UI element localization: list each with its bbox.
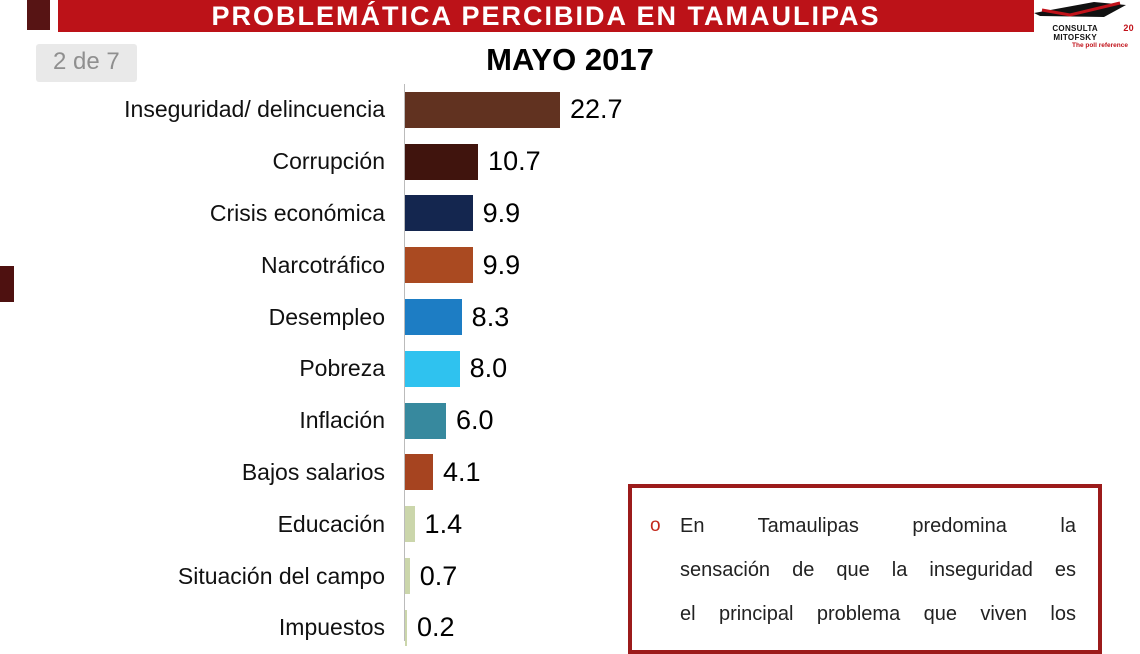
logo-brand: CONSULTA MITOFSKY	[1052, 24, 1099, 42]
value-label: 8.3	[471, 301, 510, 332]
chart-row: Inseguridad/ delincuencia 22.7	[0, 84, 1140, 136]
bar	[405, 91, 560, 128]
value-label: 9.9	[482, 197, 521, 228]
bar	[405, 247, 473, 284]
chart-row: Narcotráfico 9.9	[0, 239, 1140, 291]
chart-axis-line	[404, 84, 405, 641]
logo-tagline: The poll reference	[1072, 42, 1128, 49]
value-label: 1.4	[424, 508, 463, 539]
chart-row: Situación del campo 0.7	[0, 550, 1140, 602]
category-label: Desempleo	[268, 303, 385, 330]
category-label: Impuestos	[278, 614, 385, 641]
category-label: Narcotráfico	[261, 251, 385, 278]
bar	[405, 454, 433, 491]
logo-swoosh-icon	[1034, 1, 1126, 17]
bar	[405, 609, 407, 646]
bar	[405, 350, 460, 387]
category-label: Educación	[277, 510, 385, 537]
note-line: En Tamaulipas predomina la	[680, 515, 1076, 537]
note-line: sensación de que la inseguridad es	[680, 559, 1076, 581]
bar	[405, 402, 446, 439]
bar	[405, 506, 415, 543]
bar-area: 6.0	[405, 395, 494, 447]
chart-row: Educación 1.4	[0, 498, 1140, 550]
bar-area: 9.9	[405, 239, 520, 291]
chart-rows: Inseguridad/ delincuencia 22.7 Corrupción 1…	[0, 84, 1140, 654]
chart-title: MAYO 2017	[486, 42, 654, 77]
value-label: 0.2	[417, 612, 455, 643]
logo-badge: 20	[1123, 23, 1134, 33]
bar	[405, 299, 462, 336]
chart-row: Impuestos 0.2	[0, 602, 1140, 654]
bar-area: 8.3	[405, 291, 509, 343]
bar-area: 0.7	[405, 550, 457, 602]
chart-row: Bajos salarios 4.1	[0, 447, 1140, 499]
bar-area: 22.7	[405, 84, 623, 136]
bar	[405, 195, 473, 232]
value-label: 4.1	[442, 456, 481, 487]
slide-title: PROBLEMÁTICA PERCIBIDA EN TAMAULIPAS	[211, 0, 881, 31]
note-text: En Tamaulipas predomina la sensación de q…	[680, 504, 1076, 650]
mitofsky-logo: CONSULTA MITOFSKY 20 The poll reference	[1030, 1, 1134, 49]
chart-row: Desempleo 8.3	[0, 291, 1140, 343]
bar-area: 1.4	[405, 498, 462, 550]
left-edge-accent	[0, 266, 14, 302]
bar-area: 9.9	[405, 188, 520, 240]
category-label: Situación del campo	[177, 562, 385, 589]
bar	[405, 558, 410, 595]
value-label: 22.7	[570, 94, 623, 125]
chart-row: Inflación 6.0	[0, 395, 1140, 447]
note-box: o En Tamaulipas predomina la sensación de…	[628, 484, 1102, 654]
value-label: 6.0	[455, 405, 494, 436]
bar-area: 10.7	[405, 136, 541, 188]
note-bullet: o	[650, 515, 661, 536]
category-label: Inflación	[299, 407, 385, 434]
category-label: Pobreza	[299, 355, 385, 382]
category-label: Inseguridad/ delincuencia	[124, 96, 385, 123]
value-label: 8.0	[469, 353, 508, 384]
category-label: Crisis económica	[209, 199, 385, 226]
category-label: Corrupción	[272, 148, 386, 175]
category-label: Bajos salarios	[241, 458, 385, 485]
value-label: 0.7	[419, 560, 458, 591]
bar-area: 4.1	[405, 447, 481, 499]
note-line: el principal problema que viven los	[680, 603, 1076, 625]
value-label: 9.9	[482, 249, 521, 280]
chart-row: Corrupción 10.7	[0, 136, 1140, 188]
chart-row: Crisis económica 9.9	[0, 188, 1140, 240]
page-indicator: 2 de 7	[36, 44, 137, 82]
corner-accent	[27, 0, 50, 30]
title-banner: PROBLEMÁTICA PERCIBIDA EN TAMAULIPAS	[58, 0, 1034, 32]
value-label: 10.7	[488, 146, 541, 177]
bar-area: 0.2	[405, 602, 455, 654]
bar	[405, 143, 479, 180]
chart-row: Pobreza 8.0	[0, 343, 1140, 395]
bar-area: 8.0	[405, 343, 507, 395]
